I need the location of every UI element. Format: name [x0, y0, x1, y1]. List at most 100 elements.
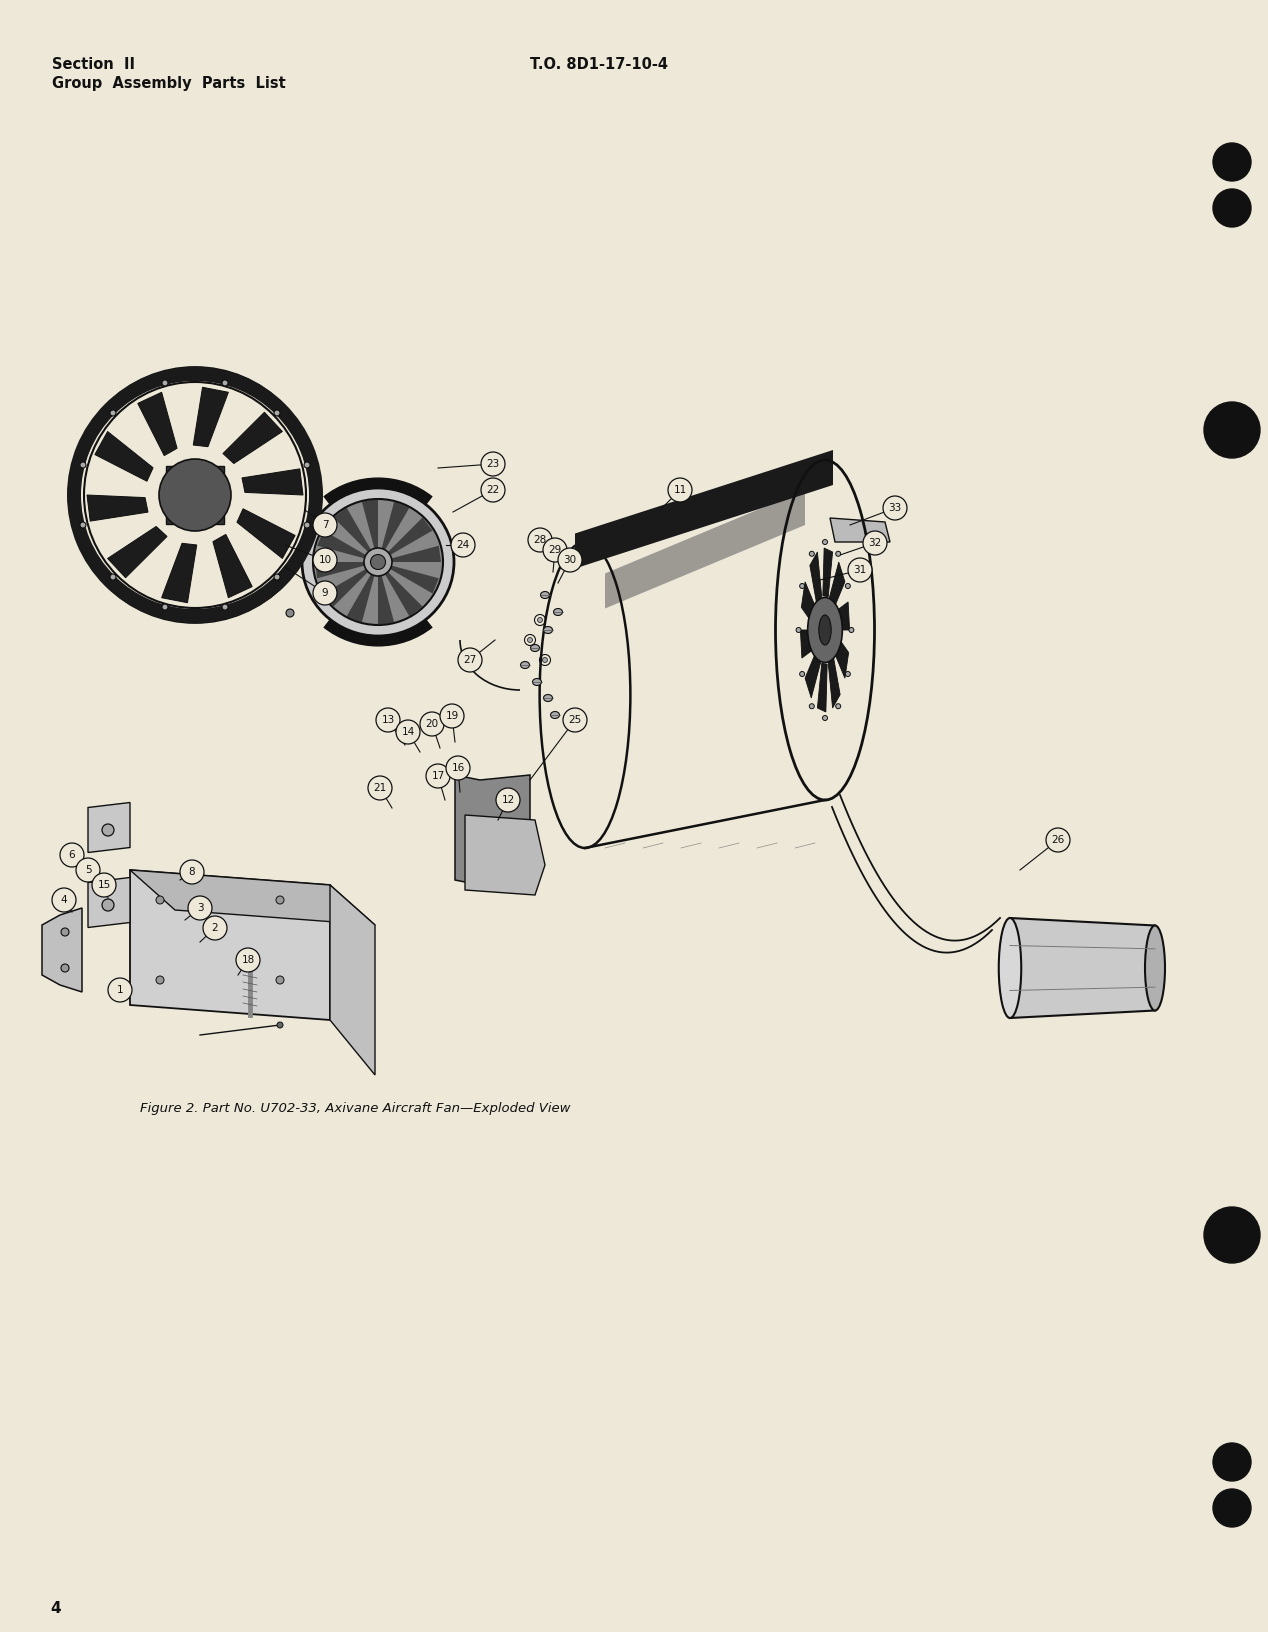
- Ellipse shape: [302, 488, 454, 636]
- Circle shape: [440, 703, 464, 728]
- Text: 17: 17: [431, 770, 445, 782]
- Text: Figure 2. Part No. U702-33, Axivane Aircraft Fan—Exploded View: Figure 2. Part No. U702-33, Axivane Airc…: [139, 1102, 571, 1115]
- Ellipse shape: [533, 679, 541, 685]
- Ellipse shape: [276, 1022, 283, 1028]
- Circle shape: [446, 756, 470, 780]
- Ellipse shape: [823, 715, 828, 720]
- Polygon shape: [131, 870, 375, 925]
- Circle shape: [481, 452, 505, 477]
- Polygon shape: [801, 581, 817, 627]
- Text: 15: 15: [98, 880, 110, 889]
- Circle shape: [1213, 1443, 1252, 1480]
- Ellipse shape: [999, 917, 1021, 1018]
- Circle shape: [543, 539, 567, 561]
- Polygon shape: [574, 450, 833, 568]
- Circle shape: [864, 530, 888, 555]
- Text: 20: 20: [426, 720, 439, 730]
- Circle shape: [108, 978, 132, 1002]
- Ellipse shape: [836, 552, 841, 557]
- Text: 13: 13: [382, 715, 394, 725]
- Text: 27: 27: [463, 654, 477, 664]
- Ellipse shape: [796, 627, 801, 633]
- Ellipse shape: [274, 574, 280, 579]
- Polygon shape: [455, 775, 530, 885]
- Polygon shape: [378, 561, 394, 625]
- Circle shape: [1046, 827, 1070, 852]
- Ellipse shape: [544, 695, 553, 702]
- Polygon shape: [213, 534, 252, 597]
- Ellipse shape: [80, 522, 86, 529]
- Text: 30: 30: [563, 555, 577, 565]
- Circle shape: [1213, 144, 1252, 181]
- Ellipse shape: [530, 645, 539, 651]
- Text: 24: 24: [456, 540, 469, 550]
- Circle shape: [188, 896, 212, 920]
- Polygon shape: [378, 545, 441, 561]
- Polygon shape: [87, 878, 131, 927]
- Ellipse shape: [823, 540, 828, 545]
- Ellipse shape: [538, 617, 543, 622]
- Ellipse shape: [80, 462, 86, 468]
- Circle shape: [377, 708, 399, 733]
- Polygon shape: [818, 663, 827, 712]
- Ellipse shape: [158, 459, 231, 530]
- Ellipse shape: [800, 584, 805, 589]
- Polygon shape: [810, 552, 822, 607]
- Ellipse shape: [304, 462, 311, 468]
- Circle shape: [313, 548, 337, 571]
- Ellipse shape: [61, 929, 68, 937]
- Polygon shape: [193, 387, 228, 447]
- Circle shape: [496, 788, 520, 813]
- Ellipse shape: [809, 703, 814, 708]
- Ellipse shape: [809, 552, 814, 557]
- Circle shape: [93, 873, 115, 898]
- Text: 29: 29: [548, 545, 562, 555]
- Ellipse shape: [800, 671, 805, 677]
- Text: 4: 4: [61, 894, 67, 906]
- Text: 7: 7: [322, 521, 328, 530]
- Text: 1: 1: [117, 986, 123, 996]
- Text: 19: 19: [445, 712, 459, 721]
- Text: 12: 12: [501, 795, 515, 805]
- Ellipse shape: [848, 627, 853, 633]
- Text: 32: 32: [869, 539, 881, 548]
- Ellipse shape: [836, 703, 841, 708]
- Polygon shape: [800, 630, 815, 658]
- Circle shape: [313, 581, 337, 605]
- Wedge shape: [67, 367, 323, 623]
- Text: 26: 26: [1051, 836, 1065, 845]
- Ellipse shape: [110, 574, 115, 579]
- Circle shape: [368, 775, 392, 800]
- Circle shape: [52, 888, 76, 912]
- Polygon shape: [242, 468, 303, 494]
- Polygon shape: [378, 517, 432, 561]
- Circle shape: [236, 948, 260, 973]
- Circle shape: [420, 712, 444, 736]
- Text: 21: 21: [373, 783, 387, 793]
- Polygon shape: [1011, 917, 1155, 1018]
- Ellipse shape: [550, 712, 559, 718]
- Polygon shape: [333, 508, 378, 561]
- Polygon shape: [378, 561, 422, 617]
- Circle shape: [180, 860, 204, 885]
- Circle shape: [481, 478, 505, 503]
- Circle shape: [203, 916, 227, 940]
- Text: 2: 2: [212, 924, 218, 934]
- Circle shape: [76, 858, 100, 881]
- Polygon shape: [42, 907, 82, 992]
- Text: 11: 11: [673, 485, 687, 494]
- Text: 5: 5: [85, 865, 91, 875]
- Ellipse shape: [287, 609, 294, 617]
- Text: 4: 4: [49, 1601, 61, 1616]
- Text: 10: 10: [318, 555, 331, 565]
- Polygon shape: [166, 467, 223, 524]
- Polygon shape: [378, 561, 439, 594]
- Polygon shape: [805, 651, 820, 698]
- Polygon shape: [108, 527, 167, 578]
- Ellipse shape: [370, 555, 385, 570]
- Ellipse shape: [162, 380, 167, 385]
- Ellipse shape: [101, 824, 114, 836]
- Polygon shape: [87, 803, 131, 852]
- Text: 3: 3: [197, 902, 203, 912]
- Polygon shape: [323, 561, 378, 607]
